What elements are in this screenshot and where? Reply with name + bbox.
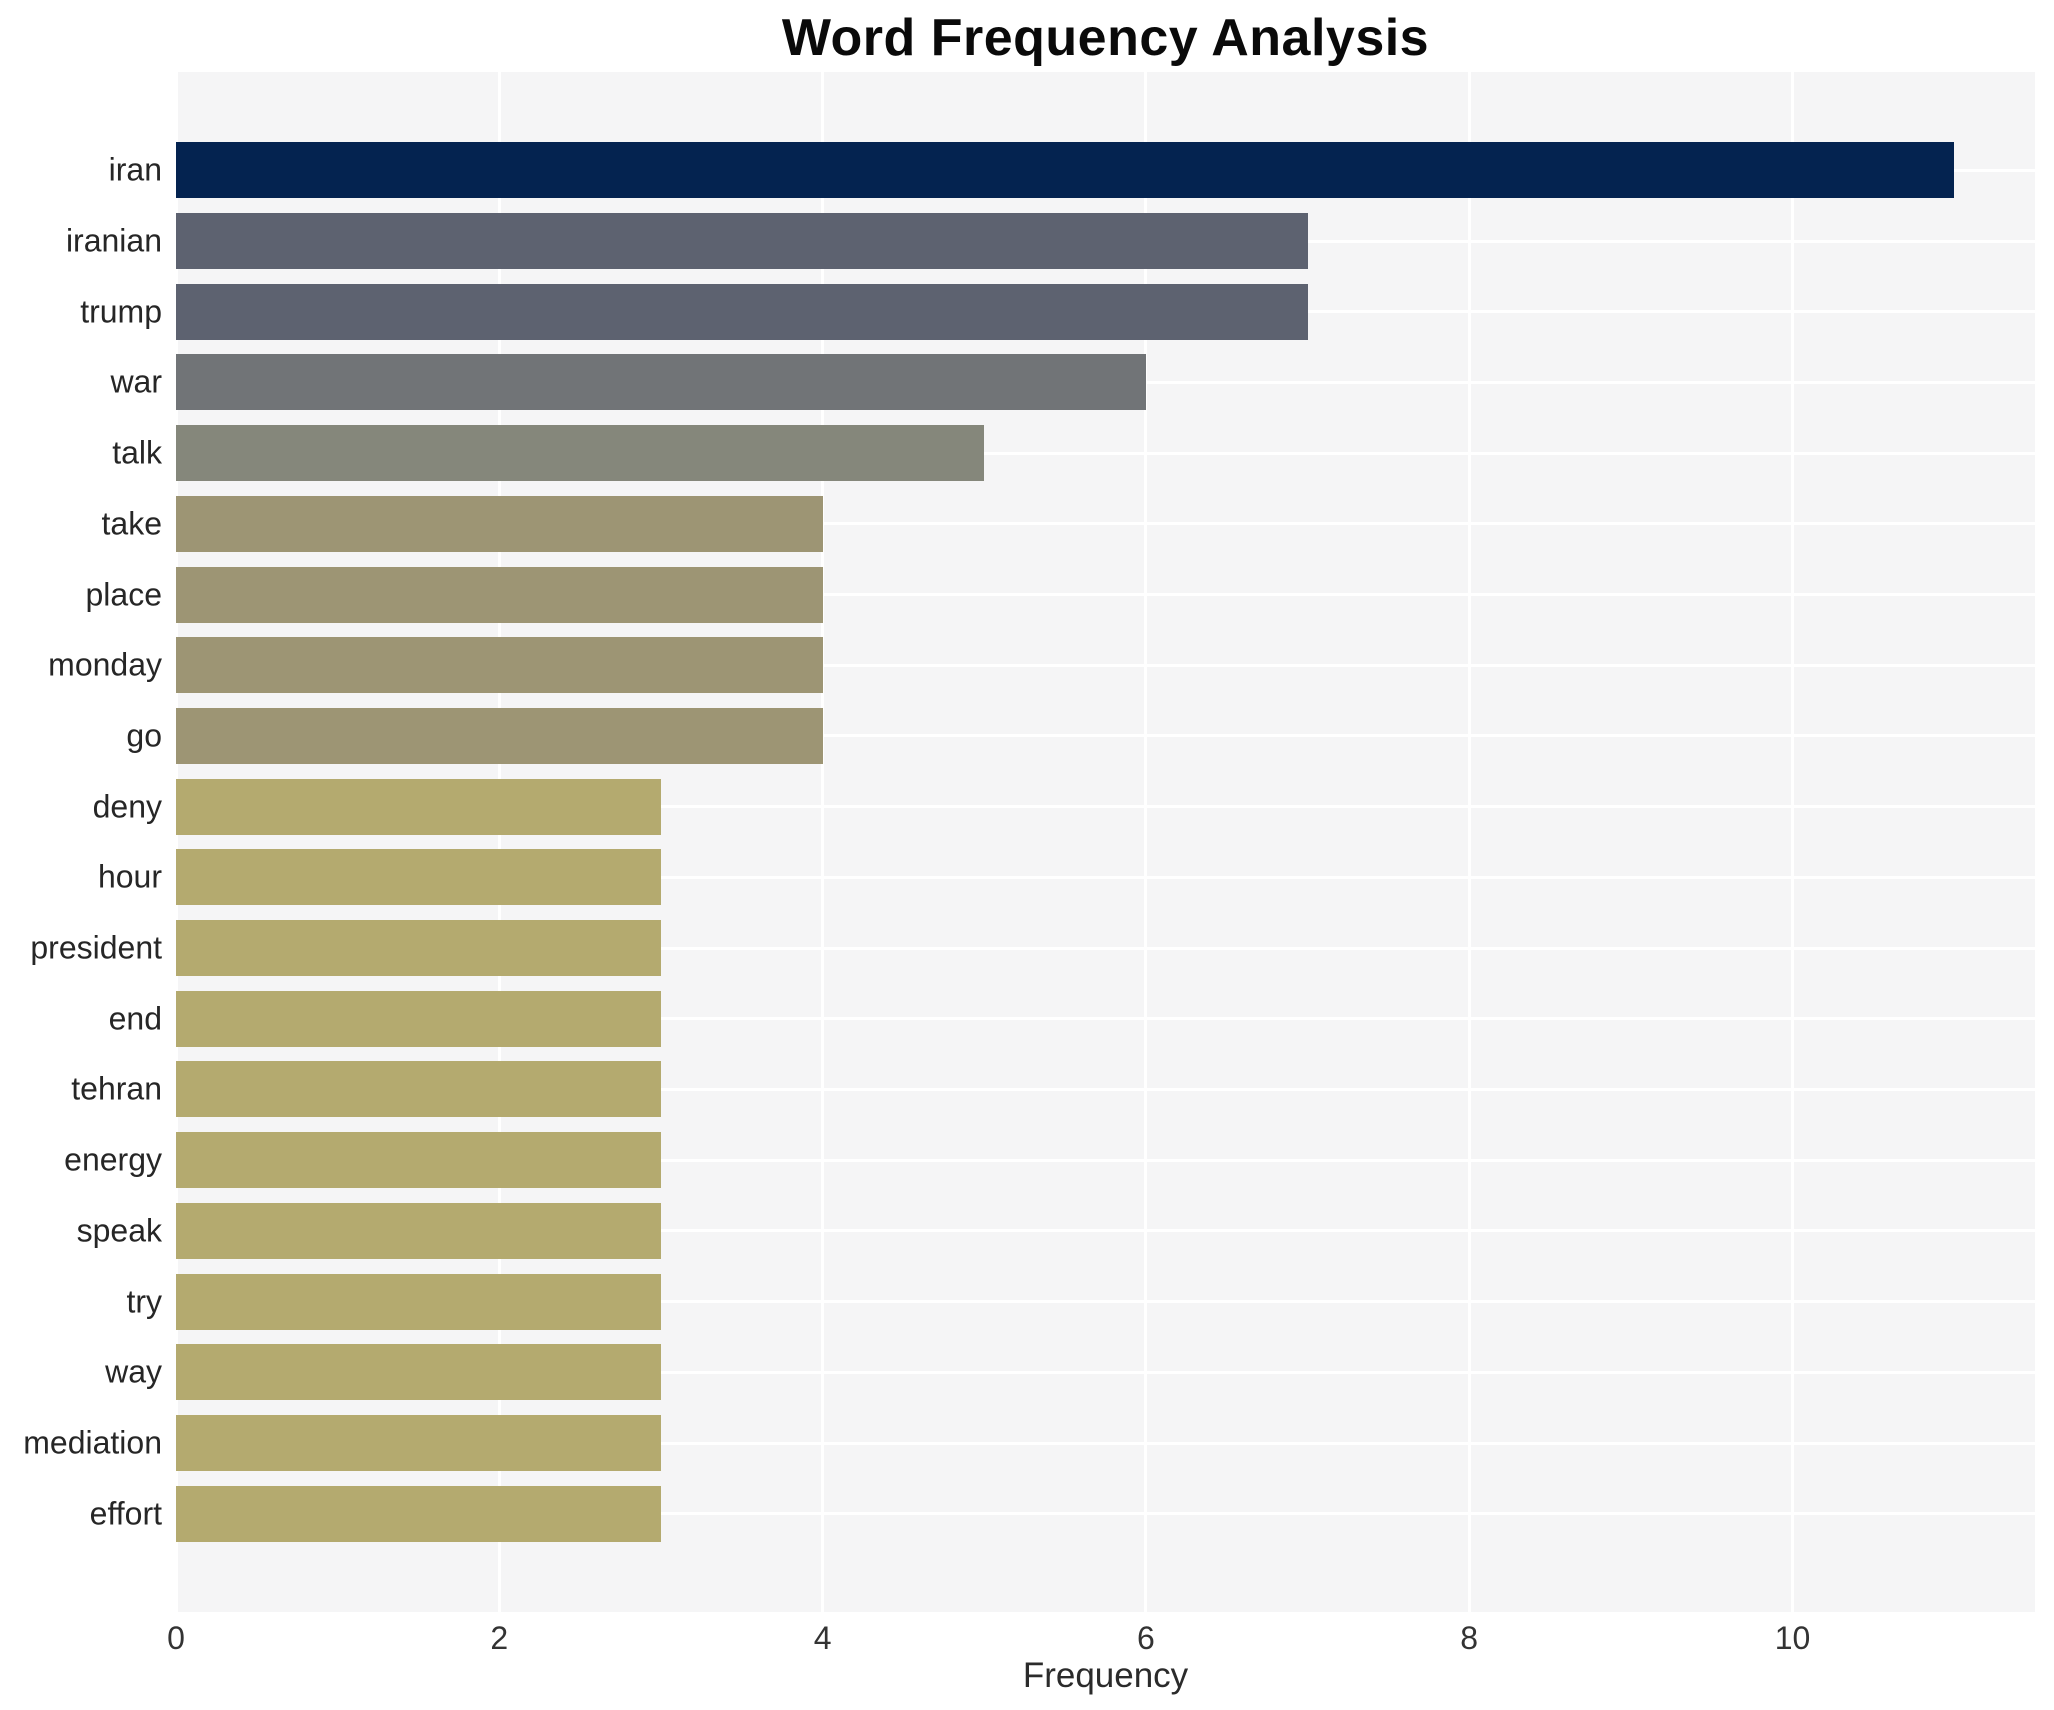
y-axis-label: end [108, 1000, 162, 1037]
y-gridline [176, 1017, 2035, 1021]
bar-row: end [109, 983, 2035, 1054]
x-gridline [1467, 72, 1471, 1612]
x-gridline [174, 72, 178, 1612]
y-axis-label: war [110, 363, 162, 400]
y-gridline [176, 734, 2035, 738]
y-axis-label: speak [76, 1212, 162, 1249]
y-axis-label: trump [80, 293, 162, 330]
y-axis-label: iran [108, 151, 162, 188]
bar [176, 425, 985, 482]
bar [176, 849, 661, 906]
bar [176, 283, 1308, 340]
x-gridline [497, 72, 501, 1612]
bar-row: talk [112, 418, 2035, 489]
bar-row: war [110, 347, 2035, 418]
y-axis-label: take [101, 505, 162, 542]
x-gridline [1144, 72, 1148, 1612]
bar-row: monday [48, 630, 2035, 701]
y-gridline [176, 593, 2035, 597]
bar-row: president [30, 913, 2035, 984]
bar-row: try [126, 1266, 2035, 1337]
y-gridline [176, 663, 2035, 667]
bar-row: deny [93, 771, 2035, 842]
bars-container: iran iranian trump war talk take place monday go… [23, 135, 2035, 1549]
y-axis-label: iranian [65, 222, 162, 259]
x-axis-title: Frequency [1022, 1656, 1189, 1695]
y-gridline [176, 1229, 2035, 1233]
y-gridline [176, 451, 2035, 455]
y-axis-label: way [105, 1353, 162, 1390]
x-gridline [821, 72, 825, 1612]
y-gridline [176, 1158, 2035, 1162]
x-tick-label: 0 [167, 1620, 185, 1656]
bar-row: trump [80, 276, 2035, 347]
bar [176, 1061, 661, 1118]
plot-area: iran iranian trump war talk take place monday go… [23, 72, 2035, 1612]
bar [176, 1415, 661, 1471]
y-axis-label: president [30, 929, 162, 966]
bar-row: take [102, 489, 2035, 560]
y-gridline [176, 1087, 2035, 1091]
bar-row: mediation [23, 1408, 2035, 1479]
y-gridline [176, 1300, 2035, 1304]
chart-title: Word Frequency Analysis [781, 9, 1430, 67]
bar [176, 495, 823, 552]
bar [176, 1132, 661, 1189]
bar [176, 990, 661, 1047]
bar-row: effort [90, 1478, 2035, 1549]
y-gridline [176, 522, 2035, 526]
bar [176, 1485, 661, 1542]
bar-row: iranian [66, 206, 2035, 277]
bar [176, 142, 1955, 199]
bar [176, 778, 661, 835]
bar [176, 566, 823, 623]
bar-row: energy [64, 1125, 2035, 1196]
y-gridline [176, 1370, 2035, 1374]
y-axis-label: energy [64, 1141, 162, 1178]
x-tick-label: 10 [1774, 1620, 1811, 1656]
bar [176, 1202, 661, 1259]
y-axis-label: effort [89, 1495, 162, 1532]
bar [176, 1273, 661, 1330]
bar-row: hour [98, 842, 2035, 913]
y-gridline [176, 1512, 2035, 1516]
y-axis-label: try [126, 1283, 162, 1320]
bar [176, 1344, 661, 1401]
y-gridline [176, 805, 2035, 809]
bar-row: iran [109, 135, 2035, 206]
bar-row: go [126, 701, 2035, 772]
x-tick-label: 2 [490, 1620, 509, 1656]
bar [176, 213, 1308, 270]
x-gridline [1791, 72, 1795, 1612]
y-gridline [176, 1441, 2035, 1445]
y-axis-label: talk [112, 434, 162, 471]
bar [176, 920, 661, 977]
bar [176, 707, 823, 764]
x-tick-label: 4 [813, 1620, 832, 1656]
y-axis-label: place [85, 576, 163, 613]
y-axis-label: deny [92, 788, 162, 825]
bar-row: tehran [71, 1054, 2035, 1125]
bar-row: place [86, 559, 2035, 630]
y-axis-label: hour [97, 858, 162, 895]
y-gridline [176, 875, 2035, 879]
y-axis-label: go [126, 717, 162, 754]
bar-row: speak [77, 1196, 2035, 1267]
y-gridline [176, 946, 2035, 950]
y-axis-label: mediation [23, 1424, 162, 1461]
y-axis-label: monday [48, 646, 162, 683]
bar-row: way [105, 1337, 2035, 1408]
bar [176, 354, 1146, 411]
x-tick-label: 6 [1137, 1620, 1155, 1656]
x-tick-label: 8 [1460, 1620, 1479, 1656]
bar [176, 637, 823, 694]
y-axis-label: tehran [71, 1070, 162, 1107]
